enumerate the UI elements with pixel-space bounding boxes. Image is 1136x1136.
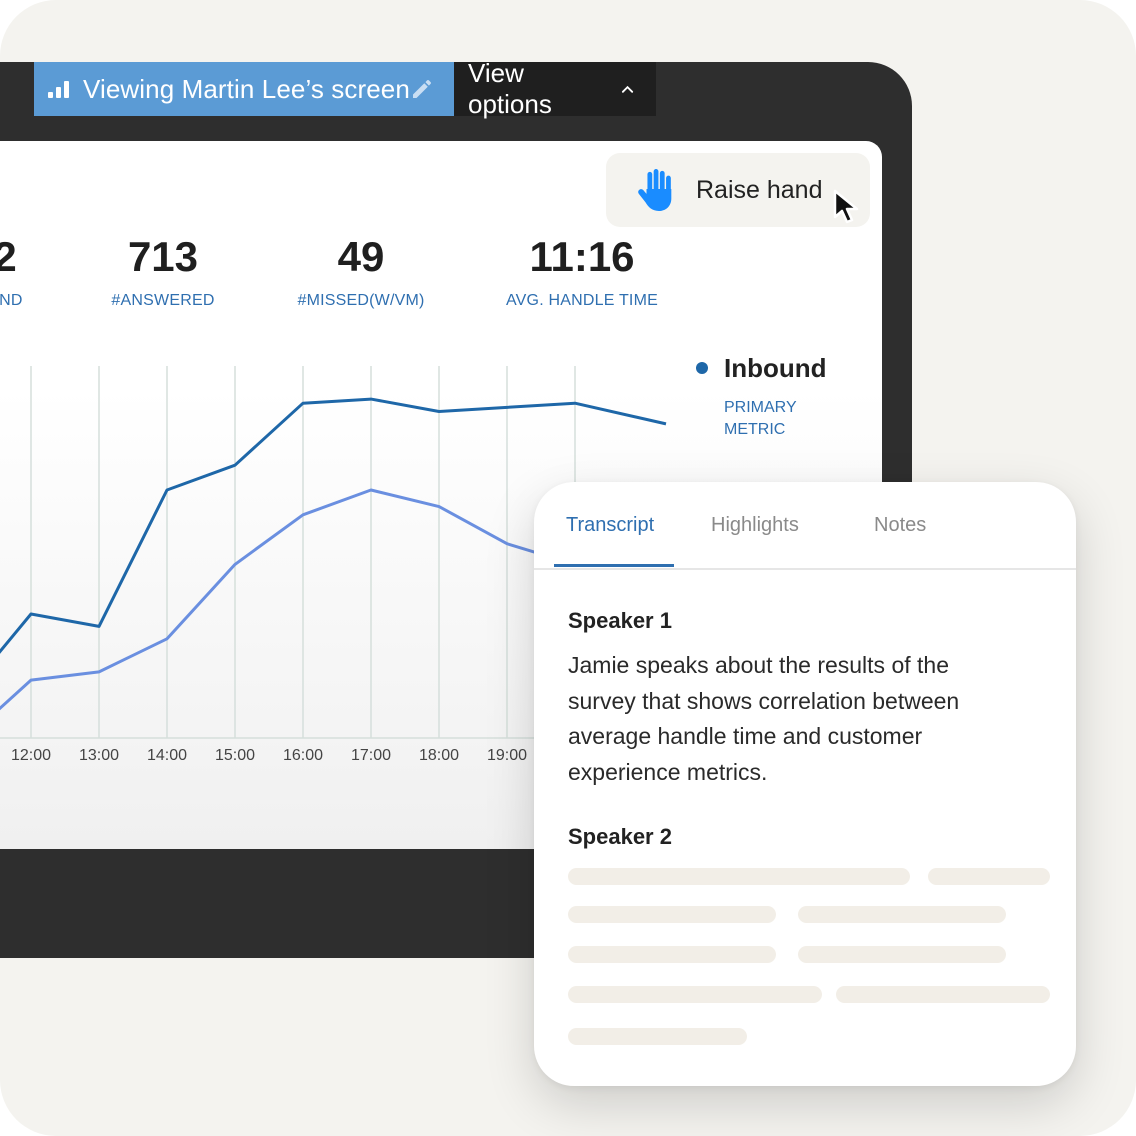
skeleton-line bbox=[568, 906, 776, 923]
series-line bbox=[0, 488, 576, 711]
skeleton-line bbox=[568, 986, 822, 1003]
stat-avg-handle-time: 11:16 AVG. HANDLE TIME bbox=[492, 232, 672, 310]
speaker1-transcript-text: Jamie speaks about the results of the su… bbox=[568, 652, 960, 785]
legend-dot bbox=[696, 362, 708, 374]
stat-label: UND bbox=[0, 292, 23, 309]
pencil-icon[interactable] bbox=[410, 77, 434, 101]
tab-transcript[interactable]: Transcript bbox=[566, 514, 655, 536]
raised-hand-icon bbox=[638, 169, 672, 211]
raise-hand-label: Raise hand bbox=[696, 175, 823, 204]
x-tick-label: 16:00 bbox=[283, 747, 323, 764]
viewing-screen-indicator: Viewing Martin Lee’s screen bbox=[34, 62, 454, 116]
skeleton-line bbox=[928, 868, 1050, 885]
mouse-pointer-icon bbox=[833, 189, 859, 224]
stat-value: 713 bbox=[127, 233, 199, 280]
stat-missed: 49 #MISSED(W/VM) bbox=[276, 232, 446, 310]
skeleton-line bbox=[568, 1028, 747, 1045]
x-tick-label: 17:00 bbox=[351, 747, 391, 764]
chevron-up-icon bbox=[621, 85, 634, 93]
stat-answered: 713 #ANSWERED bbox=[93, 232, 233, 310]
view-options-button[interactable]: View options bbox=[454, 58, 656, 119]
viewing-screen-label: Viewing Martin Lee’s screen bbox=[83, 73, 410, 104]
speaker2-name: Speaker 2 bbox=[568, 824, 672, 849]
tab-highlights[interactable]: Highlights bbox=[711, 514, 799, 536]
line-chart: 12:00 13:00 14:00 15:00 16:00 17:00 18:00 19:00 bbox=[0, 366, 667, 764]
x-tick-label: 19:00 bbox=[487, 747, 527, 764]
x-tick-label: 12:00 bbox=[11, 747, 51, 764]
screen-share-bar: Viewing Martin Lee’s screen View options bbox=[34, 58, 656, 119]
tab-notes[interactable]: Notes bbox=[874, 514, 927, 536]
skeleton-line bbox=[568, 868, 910, 885]
series-line bbox=[0, 397, 667, 654]
skeleton-line bbox=[836, 986, 1050, 1003]
skeleton-line bbox=[568, 946, 776, 963]
transcript-panel: Transcript Highlights Notes Speaker 1 Ja… bbox=[534, 482, 1076, 1086]
panel-tabs: Transcript Highlights Notes bbox=[534, 482, 1076, 570]
raise-hand-button[interactable]: Raise hand bbox=[606, 153, 870, 227]
x-tick-label: 18:00 bbox=[419, 747, 459, 764]
view-options-label: View options bbox=[468, 58, 552, 119]
stat-value: 2 bbox=[0, 233, 17, 280]
stat-value: 49 bbox=[337, 233, 385, 280]
x-tick-label: 15:00 bbox=[215, 747, 255, 764]
stat-label: #ANSWERED bbox=[111, 292, 215, 309]
skeleton-line bbox=[798, 906, 1006, 923]
x-tick-label: 14:00 bbox=[147, 747, 187, 764]
active-tab-indicator bbox=[554, 564, 674, 567]
stat-label: #MISSED(W/VM) bbox=[297, 292, 425, 309]
x-tick-label: 13:00 bbox=[79, 747, 119, 764]
stat-value: 11:16 bbox=[529, 233, 635, 280]
skeleton-line bbox=[798, 946, 1006, 963]
legend-series-name: Inbound bbox=[724, 353, 827, 383]
stat-inbound: 2 UND bbox=[0, 232, 60, 310]
speaker1-name: Speaker 1 bbox=[568, 608, 672, 633]
stat-label: AVG. HANDLE TIME bbox=[506, 292, 658, 309]
legend-subtitle: PRIMARY METRIC bbox=[724, 399, 797, 438]
signal-bars-icon bbox=[48, 80, 69, 98]
